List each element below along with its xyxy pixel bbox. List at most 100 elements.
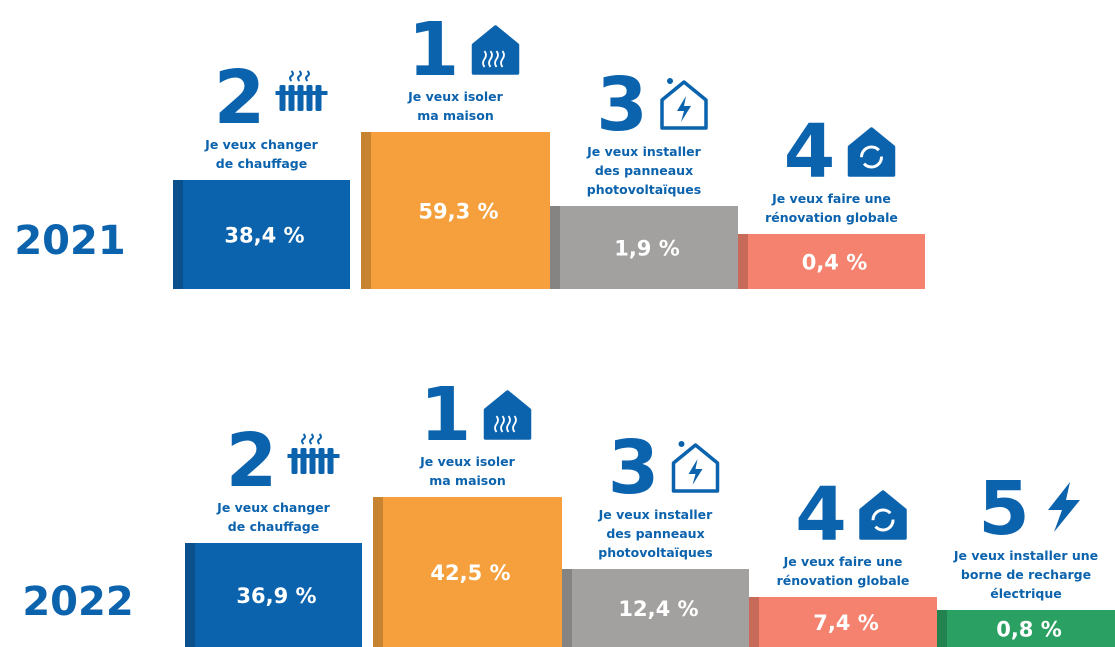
icon-part (483, 390, 532, 440)
icon-part (1048, 482, 1080, 532)
podium-bar (749, 597, 937, 647)
icon-part (678, 441, 685, 447)
podium-bar (562, 569, 749, 647)
bar-edge (562, 569, 572, 647)
value-label: 36,9 % (236, 584, 316, 608)
icon (483, 390, 532, 440)
icon-part (860, 145, 883, 169)
icon-part (275, 91, 328, 95)
item-label: Je veux changer (204, 137, 318, 152)
rank-number: 4 (795, 472, 847, 558)
item-label: des panneaux (595, 163, 693, 178)
icon-part (494, 50, 499, 68)
item-label: Je veux isoler (407, 89, 503, 104)
icon-part (471, 25, 520, 75)
icon (660, 78, 708, 130)
icon-part (660, 80, 708, 130)
icon-part (315, 85, 322, 111)
icon-part (287, 454, 340, 458)
icon-part (309, 433, 314, 445)
rank-number: 2 (214, 55, 266, 141)
icon (859, 490, 907, 540)
icon-part (506, 415, 511, 433)
icon-part (667, 78, 673, 84)
podium-bar (361, 132, 550, 289)
value-label: 7,4 % (813, 611, 879, 635)
bar-edge (937, 610, 947, 647)
value-label: 38,4 % (224, 224, 304, 248)
item-label: borne de recharge (961, 567, 1091, 582)
icon-part (677, 96, 691, 122)
value-label: 0,4 % (802, 251, 868, 275)
bar-edge (361, 132, 371, 289)
icon-part (500, 415, 505, 433)
bar-edge (749, 597, 759, 647)
bar-edge (550, 206, 560, 289)
item-label: photovoltaïques (598, 545, 712, 560)
bar-edge (185, 543, 195, 647)
icon (471, 25, 520, 75)
icon-part (288, 85, 295, 111)
item-label: de chauffage (228, 519, 319, 534)
podium-bar (550, 206, 738, 289)
year-label: 2021 (14, 218, 125, 264)
podium-bar (373, 497, 562, 647)
value-label: 0,8 % (996, 618, 1062, 642)
icon-part (301, 433, 306, 445)
rank-number: 3 (596, 62, 648, 148)
icon-part (494, 415, 499, 433)
icon-part (871, 508, 895, 532)
podium-bar (738, 234, 925, 289)
item-label: des panneaux (606, 526, 704, 541)
icon-part (500, 50, 505, 68)
item-label: rénovation globale (777, 573, 910, 588)
item-label: rénovation globale (765, 210, 898, 225)
item-label: photovoltaïques (587, 182, 701, 197)
icon-part (300, 448, 307, 474)
bar-edge (738, 234, 748, 289)
item-label: Je veux installer une (953, 548, 1098, 563)
bar-edge (173, 180, 183, 289)
year-label: 2022 (22, 579, 133, 625)
rank-number: 4 (784, 109, 836, 195)
icon (847, 127, 896, 177)
item-label: de chauffage (216, 156, 307, 171)
value-label: 42,5 % (430, 561, 510, 585)
icon-part (488, 50, 493, 68)
item-label: Je veux installer (598, 507, 714, 522)
value-label: 1,9 % (614, 237, 680, 261)
item-label: Je veux installer (586, 144, 702, 159)
item-label: Je veux faire une (783, 554, 903, 569)
icon-part (297, 85, 304, 111)
item-label: Je veux faire une (771, 191, 891, 206)
icon-part (318, 448, 325, 474)
icon-part (859, 490, 907, 540)
icon-part (306, 85, 313, 111)
rank-number: 5 (978, 466, 1030, 552)
value-label: 59,3 % (418, 200, 498, 224)
rank-number: 1 (420, 372, 472, 458)
podium-bar (173, 180, 350, 289)
icon-part (289, 70, 294, 82)
icon-part (847, 127, 896, 177)
item-label: Je veux isoler (419, 454, 515, 469)
icon-part (291, 448, 298, 474)
icon-part (309, 448, 316, 474)
icon-part (482, 50, 487, 68)
rank-number: 2 (226, 418, 278, 504)
icon (1048, 482, 1080, 532)
icon-part (327, 448, 334, 474)
item-label: ma maison (417, 108, 493, 123)
podium-bar (185, 543, 362, 647)
icon-part (671, 443, 720, 493)
icon-part (512, 415, 517, 433)
icon-part (279, 85, 286, 111)
icon-part (317, 433, 322, 445)
icon (287, 433, 340, 474)
rank-number: 3 (608, 425, 660, 511)
icon (275, 70, 328, 111)
rank-number: 1 (408, 7, 460, 93)
value-label: 12,4 % (618, 597, 698, 621)
bar-edge (373, 497, 383, 647)
podium-bar (937, 610, 1115, 647)
